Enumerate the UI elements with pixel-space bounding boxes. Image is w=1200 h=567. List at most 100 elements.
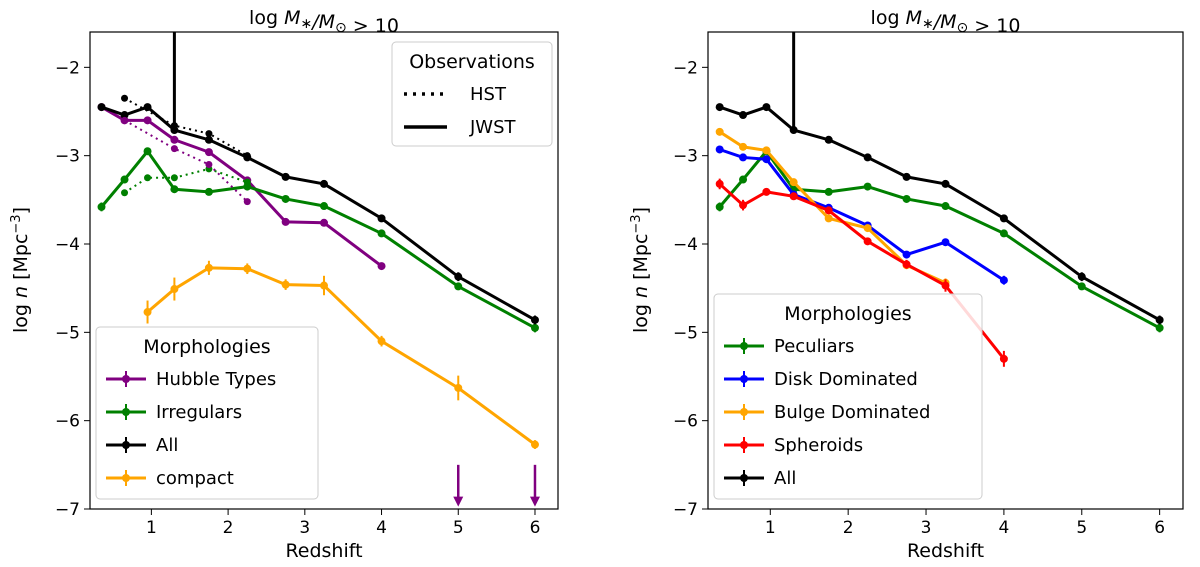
data-point-hst-irregulars xyxy=(121,189,129,197)
x-axis-label: Redshift xyxy=(907,540,984,562)
y-tick-label: −2 xyxy=(673,58,698,78)
legend-entry-label: compact xyxy=(156,468,234,489)
title-part: M xyxy=(284,7,300,29)
legend-entry-label: HST xyxy=(470,84,507,105)
y-label-part: [Mpc xyxy=(630,234,652,286)
chart-panel-2: log M∗/M⊙ > 101 2 3 4 5 6−7−6−5−4−3−2Redshift… xyxy=(629,7,1184,562)
data-point-all xyxy=(824,135,833,144)
title-part: > 10 xyxy=(347,15,399,37)
y-label-part: ] xyxy=(630,207,652,214)
y-tick-label: −3 xyxy=(55,147,80,167)
data-point-irregulars xyxy=(454,282,463,291)
data-point-disk-dominated xyxy=(762,155,771,164)
data-point-all xyxy=(454,272,463,281)
data-point-compact xyxy=(454,383,463,392)
y-label-part: log xyxy=(630,298,652,333)
data-point-hst-irregulars xyxy=(170,174,178,182)
data-point-peculiars xyxy=(941,202,950,211)
data-point-hst-irregulars xyxy=(144,174,152,182)
data-point-bulge-dominated xyxy=(715,127,724,136)
data-point-hubble-types xyxy=(170,135,179,144)
y-tick-label: −5 xyxy=(55,323,80,343)
legend-swatch-marker xyxy=(740,342,748,350)
data-point-all xyxy=(739,111,748,120)
legend-entry-label: All xyxy=(774,468,796,489)
legend-swatch-marker xyxy=(740,441,748,449)
x-tick-label: 5 xyxy=(1076,518,1087,538)
title-part: log xyxy=(249,7,284,29)
data-point-all xyxy=(863,153,872,162)
legend-lower-left: Morphologies Peculiars Disk Dominated Bulge… xyxy=(713,293,983,500)
title-part: / xyxy=(932,11,943,33)
legend-swatch-marker xyxy=(122,441,130,449)
data-point-hst-hubble-types xyxy=(205,161,213,168)
data-point-bulge-dominated xyxy=(762,146,771,155)
plot-frame xyxy=(89,31,559,510)
chart-title: log M∗/M⊙ > 10 xyxy=(249,7,399,37)
y-label-part: ] xyxy=(10,207,32,214)
legend-entry-label: Disk Dominated xyxy=(774,369,918,390)
data-point-peculiars xyxy=(715,202,724,211)
data-point-disk-dominated xyxy=(739,153,748,162)
legend-swatch-marker xyxy=(122,408,130,416)
x-tick-label: 3 xyxy=(299,518,310,538)
data-point-peculiars xyxy=(999,229,1008,238)
legend-entry-label: Peculiars xyxy=(774,336,854,357)
y-tick-label: −6 xyxy=(55,412,80,432)
data-point-peculiars xyxy=(739,175,748,184)
data-point-hst-all xyxy=(205,130,213,138)
title-part: ⊙ xyxy=(957,20,969,36)
title-part: M xyxy=(319,11,335,33)
series-line-irregulars xyxy=(100,149,536,330)
data-point-compact xyxy=(204,263,213,272)
data-point-compact xyxy=(243,264,252,273)
data-point-irregulars xyxy=(170,185,179,194)
x-tick-label: 4 xyxy=(376,518,387,538)
data-point-irregulars xyxy=(281,194,290,203)
data-point-hst-hubble-types xyxy=(121,116,129,124)
y-tick-label: −7 xyxy=(673,500,698,520)
legend-entry-label: Irregulars xyxy=(156,402,242,423)
title-part: ∗ xyxy=(922,16,934,32)
x-axis-label: Redshift xyxy=(285,540,362,562)
data-point-irregulars xyxy=(204,187,213,196)
data-point-hst-irregulars xyxy=(243,178,251,186)
series-line-hst-all xyxy=(124,97,248,157)
x-tick-label: 2 xyxy=(843,518,854,538)
legend-upper-right: Observations HST JWST xyxy=(391,41,553,147)
legend-title: Morphologies xyxy=(143,336,270,358)
data-point-all xyxy=(320,179,328,188)
legend-swatch-marker xyxy=(122,375,130,383)
x-tick-label: 3 xyxy=(921,518,932,538)
data-point-disk-dominated xyxy=(941,238,950,247)
y-label-part: −3 xyxy=(629,214,644,233)
legend-swatch-marker xyxy=(740,474,748,482)
data-point-spheroids xyxy=(762,187,771,196)
data-point-spheroids xyxy=(902,260,911,269)
upper-limit-arrow-hubble-types xyxy=(453,496,464,507)
data-point-disk-dominated xyxy=(999,276,1008,285)
data-point-disk-dominated xyxy=(715,145,724,154)
data-point-all xyxy=(1155,315,1164,324)
data-point-compact xyxy=(320,281,328,290)
data-point-bulge-dominated xyxy=(789,178,798,187)
title-part: log xyxy=(871,7,906,29)
title-part: / xyxy=(310,11,321,33)
x-tick-label: 2 xyxy=(223,518,234,538)
x-tick-label: 5 xyxy=(453,518,464,538)
data-point-spheroids xyxy=(941,281,950,290)
legend-entry-label: Hubble Types xyxy=(156,369,276,390)
y-axis-label: log n [Mpc−3] xyxy=(9,207,32,333)
legend-swatch-marker xyxy=(122,474,130,482)
title-part: > 10 xyxy=(968,15,1020,37)
data-point-peculiars xyxy=(902,194,911,203)
data-point-all xyxy=(789,126,798,135)
data-point-hst-hubble-types xyxy=(243,198,251,206)
data-point-compact xyxy=(281,280,290,289)
data-point-all xyxy=(902,172,911,181)
data-point-irregulars xyxy=(120,175,129,184)
legend-title: Morphologies xyxy=(784,303,911,325)
data-point-hubble-types xyxy=(377,262,386,271)
y-label-part: [Mpc xyxy=(10,234,32,286)
plot-area xyxy=(715,32,1164,367)
